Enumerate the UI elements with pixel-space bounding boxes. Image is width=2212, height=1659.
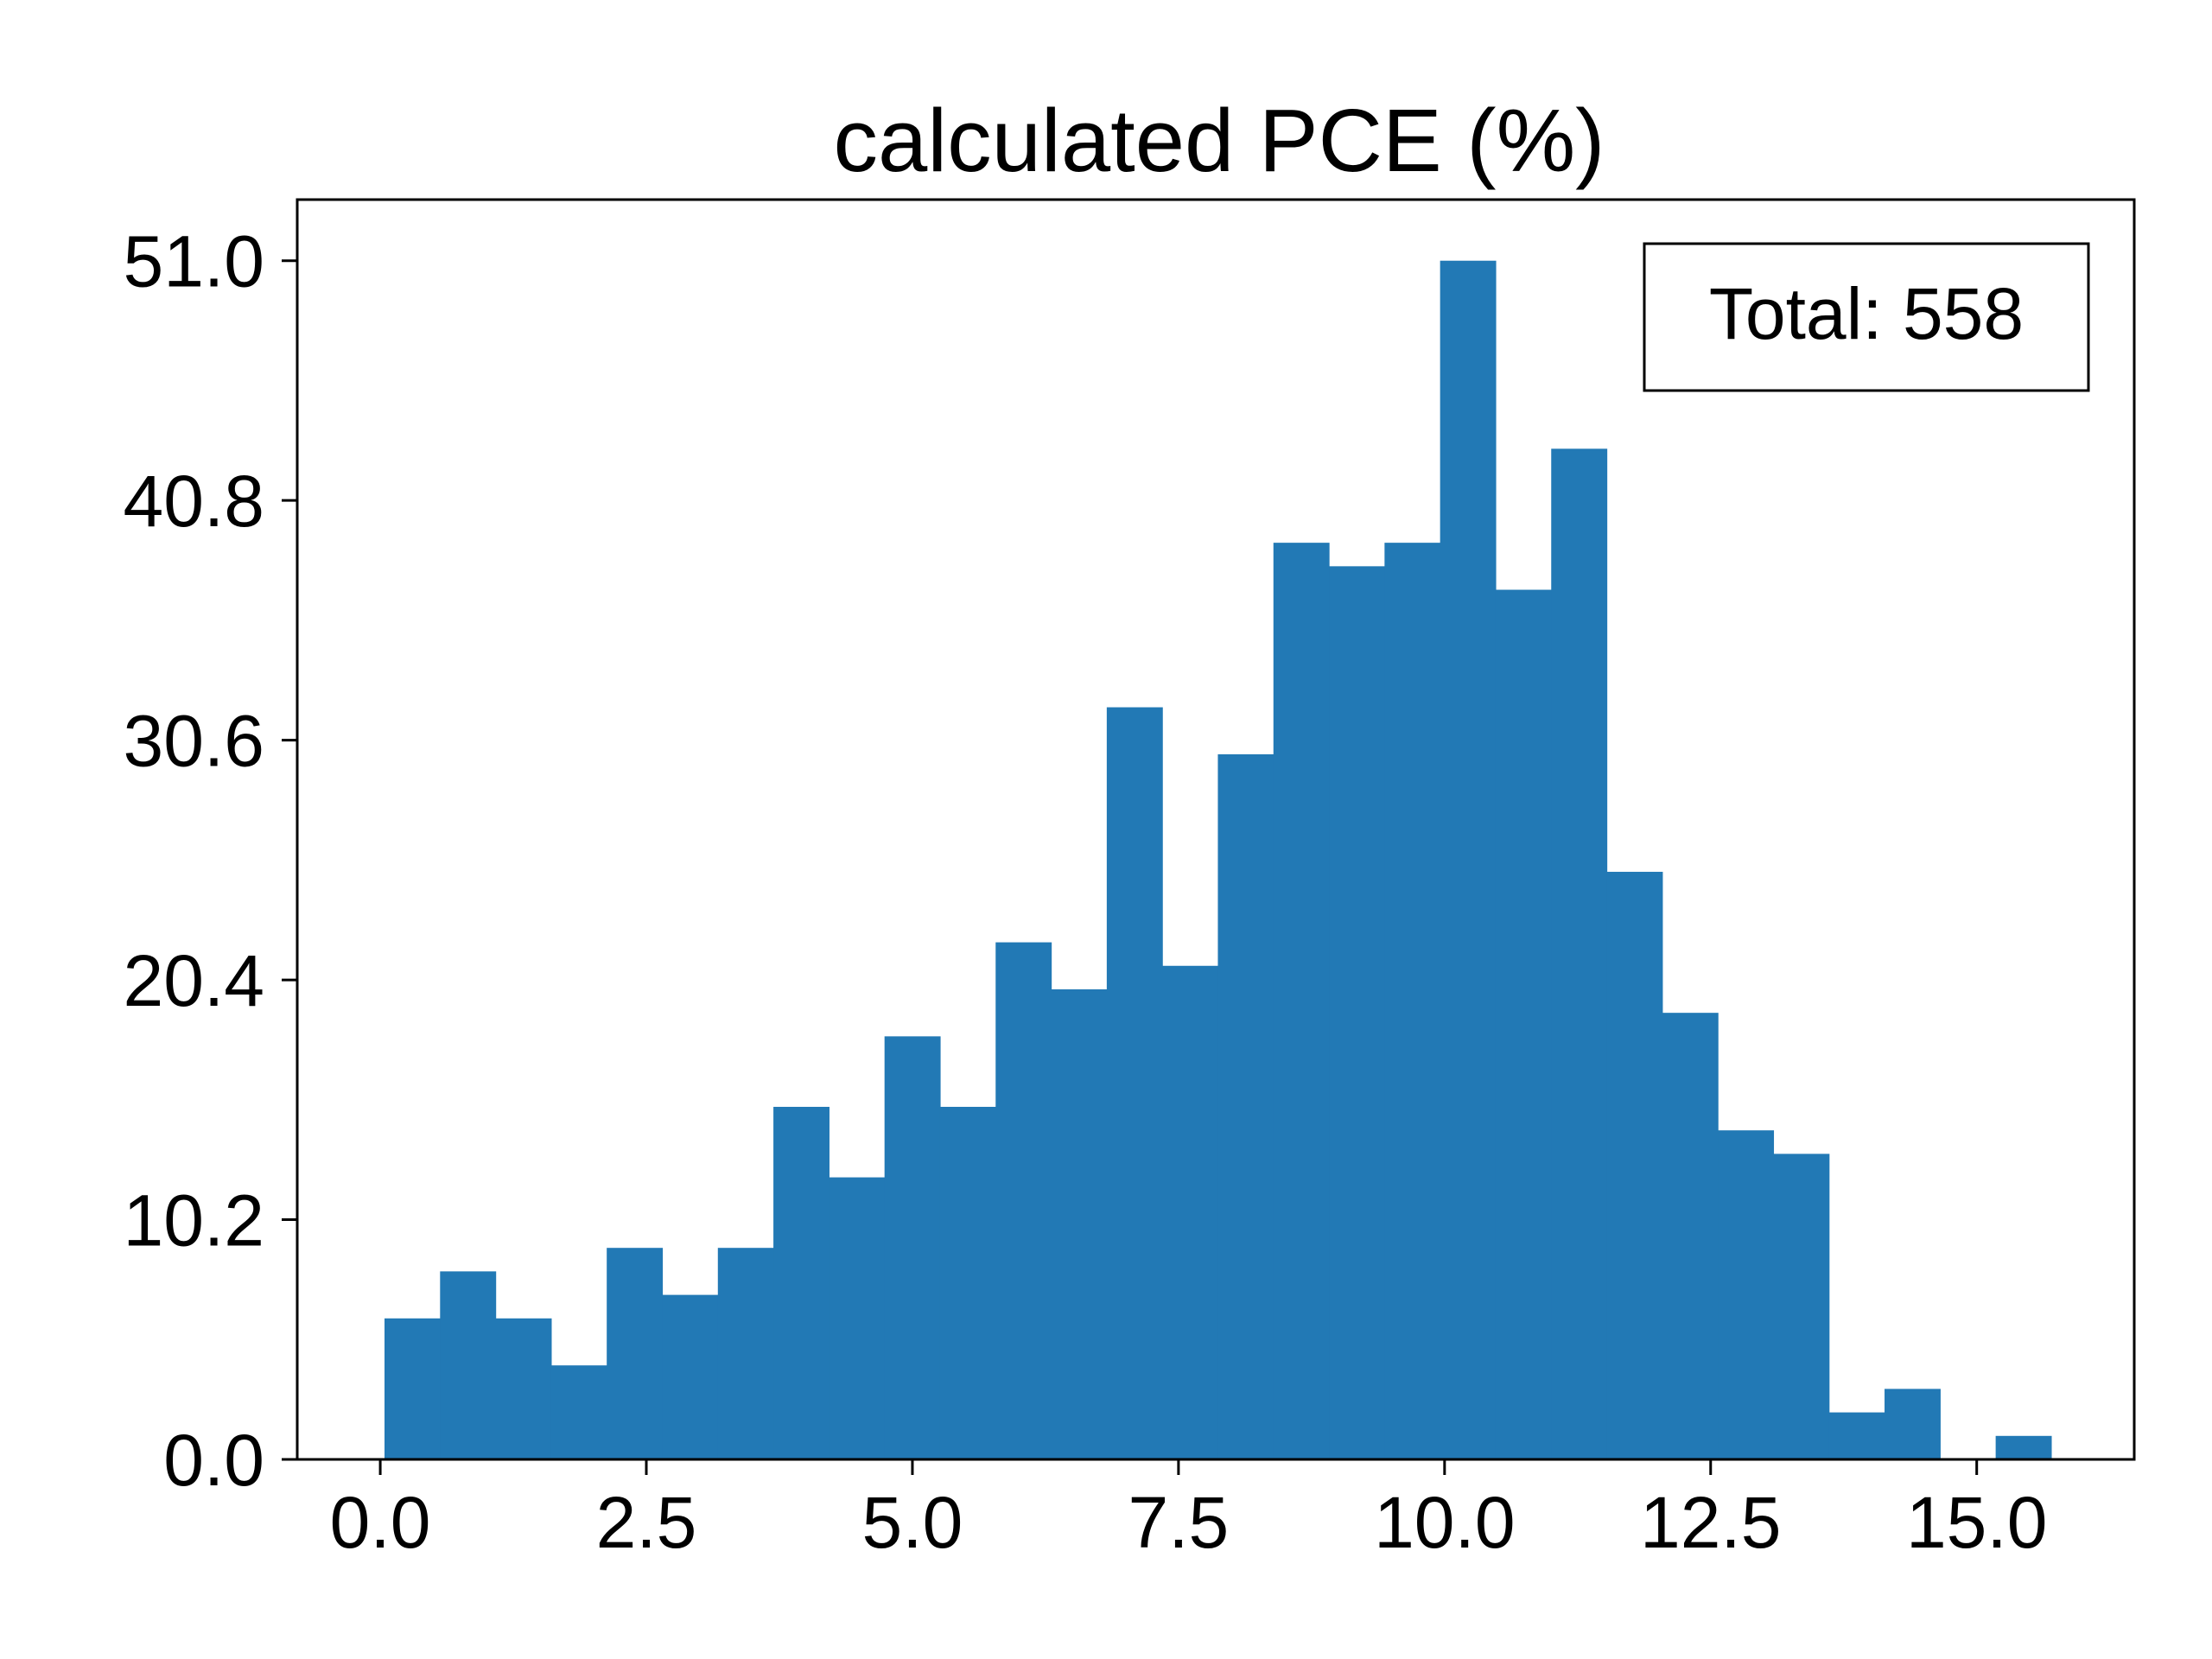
- annotation-box: [1643, 242, 2090, 392]
- y-tick-label-3: 30.6: [124, 701, 265, 782]
- histogram-bar-19: [1440, 260, 1497, 1460]
- y-tick-label-1: 10.2: [124, 1180, 265, 1262]
- histogram-bar-17: [1329, 566, 1385, 1459]
- histogram-bar-21: [1551, 448, 1608, 1459]
- histogram-bar-8: [829, 1177, 886, 1459]
- histogram-bar-6: [717, 1248, 774, 1459]
- total-annotation: Total: 558: [1643, 242, 2090, 392]
- histogram-bar-23: [1662, 1013, 1719, 1459]
- histogram-bar-22: [1606, 871, 1663, 1459]
- histogram-bar-20: [1495, 589, 1552, 1459]
- histogram-bar-4: [607, 1248, 664, 1459]
- histogram-bar-24: [1718, 1130, 1775, 1459]
- y-axis: 0.0 10.2 20.4 30.6 40.8 51.0: [124, 221, 297, 1501]
- histogram-bar-27: [1885, 1389, 1941, 1459]
- y-tick-label-2: 20.4: [124, 940, 265, 1021]
- y-tick-label-5: 51.0: [124, 221, 265, 302]
- annotation-text: Total: 558: [1709, 273, 2024, 354]
- x-tick-label-6: 15.0: [1906, 1482, 2048, 1563]
- histogram-bar-0: [385, 1318, 441, 1459]
- histogram-bar-26: [1828, 1412, 1885, 1459]
- y-tick-label-0: 0.0: [163, 1420, 264, 1501]
- x-tick-label-0: 0.0: [330, 1482, 431, 1563]
- histogram-bar-18: [1384, 543, 1441, 1459]
- histogram-bar-14: [1162, 965, 1219, 1459]
- histogram-bar-12: [1051, 988, 1108, 1459]
- x-tick-label-2: 5.0: [862, 1482, 963, 1563]
- x-tick-label-3: 7.5: [1128, 1482, 1229, 1563]
- x-tick-label-1: 2.5: [596, 1482, 697, 1563]
- plot-frame: [296, 198, 2136, 1461]
- histogram-bar-3: [550, 1365, 607, 1459]
- histogram-bar-25: [1773, 1154, 1830, 1459]
- x-tick-label-5: 12.5: [1640, 1482, 1782, 1563]
- histogram-bar-11: [995, 942, 1052, 1459]
- histogram-bar-29: [1995, 1435, 2052, 1459]
- histogram-bar-10: [939, 1106, 996, 1459]
- chart-title: calculated PCE (%): [833, 91, 1605, 190]
- bars-group: [385, 260, 2052, 1460]
- histogram-bar-7: [773, 1106, 830, 1459]
- histogram-bar-13: [1106, 707, 1163, 1459]
- histogram-bar-16: [1273, 543, 1330, 1459]
- x-axis: 0.0 2.5 5.0 7.5 10.0 12.5 15.0: [330, 1459, 2048, 1563]
- histogram-bar-5: [662, 1294, 719, 1459]
- histogram-bar-2: [495, 1318, 552, 1459]
- histogram-bar-1: [440, 1271, 497, 1459]
- x-tick-label-4: 10.0: [1374, 1482, 1516, 1563]
- histogram-bar-9: [884, 1036, 941, 1459]
- y-tick-label-4: 40.8: [124, 461, 265, 542]
- histogram-bar-15: [1217, 753, 1274, 1459]
